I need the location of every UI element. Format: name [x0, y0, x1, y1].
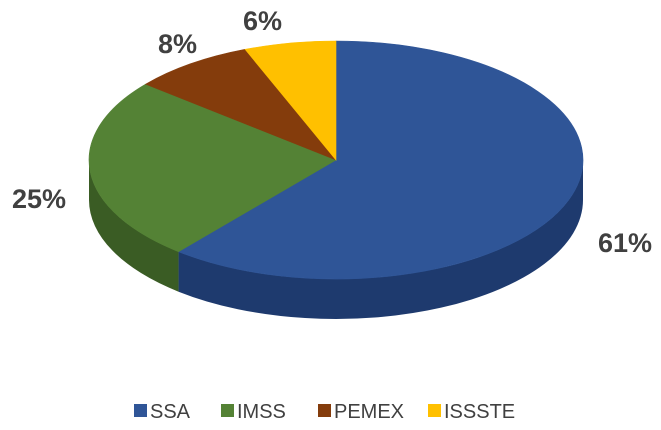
legend: SSA IMSS PEMEX ISSSTE [134, 401, 515, 423]
data-label-imss: 25% [12, 184, 66, 214]
pie-tops [88, 40, 584, 280]
legend-label-issste: ISSSTE [444, 401, 515, 423]
legend-label-pemex: PEMEX [334, 401, 404, 423]
legend-swatch-issste [428, 404, 441, 417]
pie-side-imss [89, 160, 179, 292]
pie-side-ssa [178, 160, 583, 320]
data-label-ssa: 61% [598, 228, 652, 258]
pie-slice-imss [88, 83, 337, 253]
data-label-issste: 6% [243, 6, 282, 36]
pie-sides [89, 160, 583, 320]
legend-item-imss: IMSS [221, 401, 286, 423]
legend-swatch-pemex [318, 404, 331, 417]
legend-swatch-imss [221, 404, 234, 417]
legend-label-imss: IMSS [237, 401, 286, 423]
legend-item-issste: ISSSTE [428, 401, 515, 423]
legend-label-ssa: SSA [150, 401, 191, 423]
pie-slice-pemex [144, 49, 337, 161]
legend-item-ssa: SSA [134, 401, 191, 423]
legend-swatch-ssa [134, 404, 147, 417]
data-label-pemex: 8% [158, 29, 197, 59]
pie-slice-ssa [177, 40, 584, 280]
pie-slice-issste [244, 40, 337, 161]
legend-item-pemex: PEMEX [318, 401, 404, 423]
pie-labels: 61% 25% 8% 6% [12, 6, 652, 258]
